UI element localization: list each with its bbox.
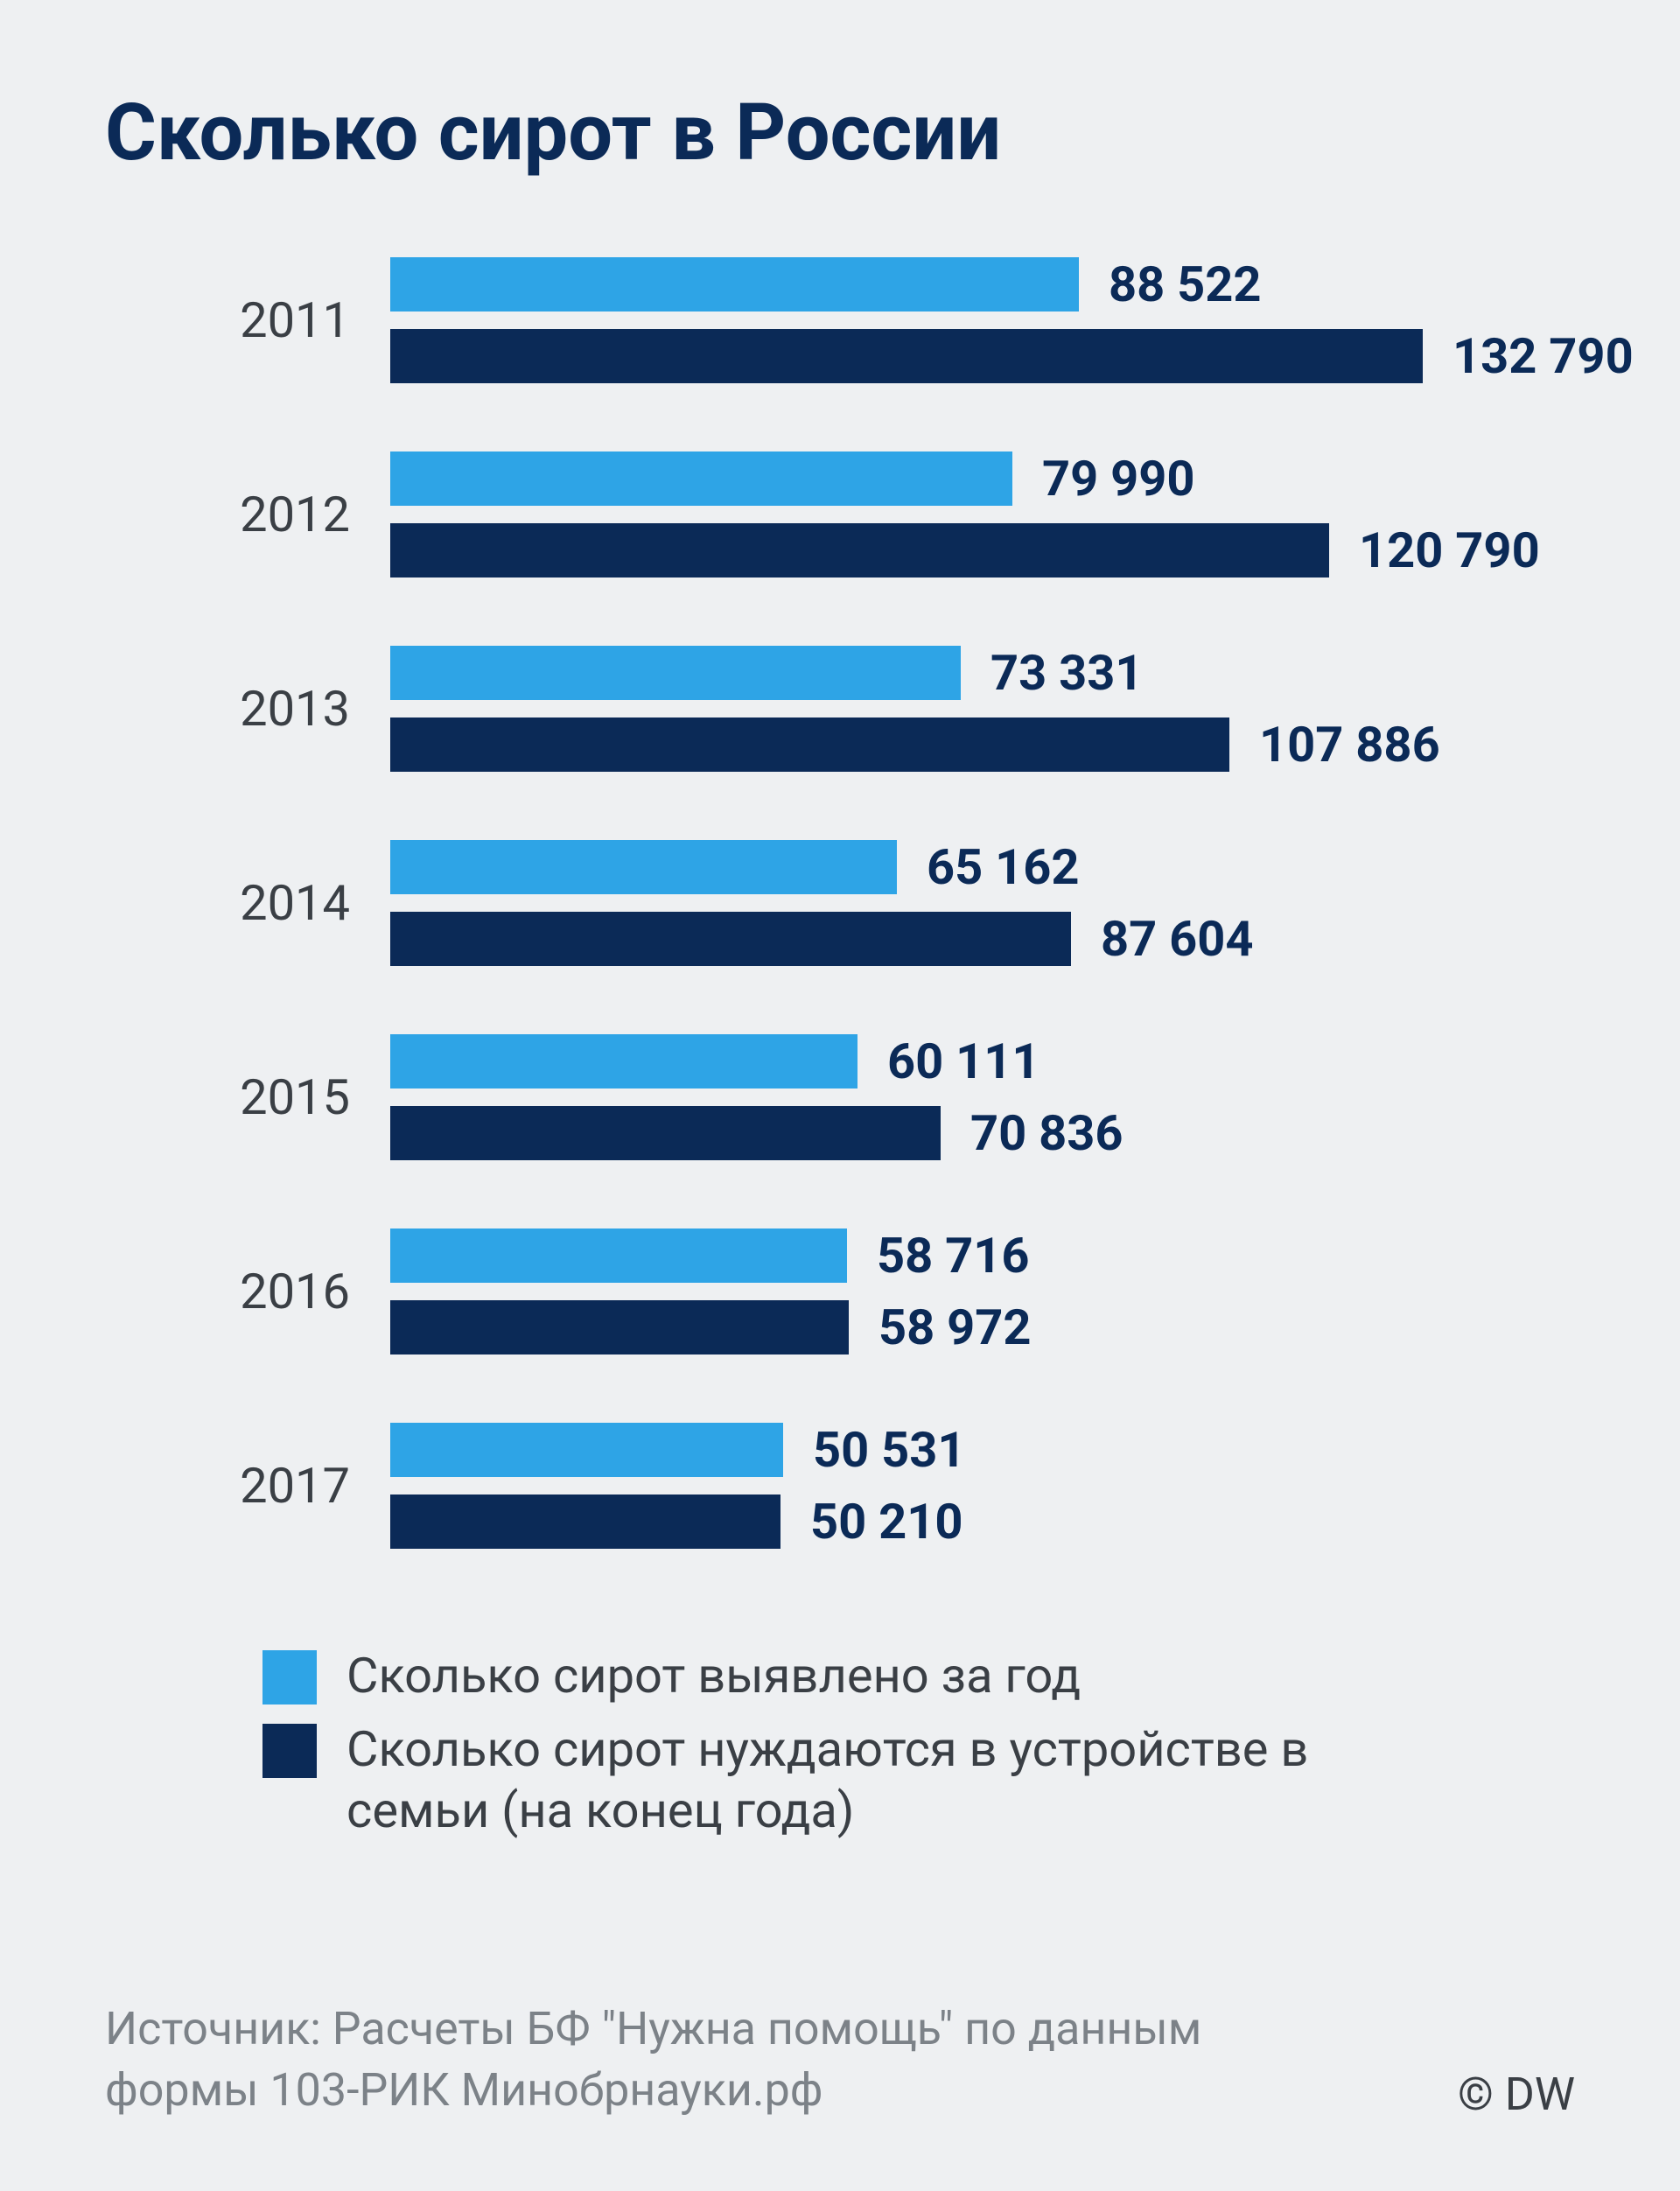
bar-row: 79 990	[390, 452, 1575, 506]
year-label: 2017	[192, 1457, 350, 1515]
legend-item: Сколько сирот выявлено за год	[262, 1645, 1575, 1706]
bar-row: 107 886	[390, 718, 1575, 772]
bar-value-label: 58 716	[877, 1227, 1030, 1284]
bar-value-label: 58 972	[878, 1298, 1032, 1356]
bars-container: 79 990 120 790	[390, 452, 1575, 578]
bar-value-label: 120 790	[1359, 522, 1540, 579]
year-group: 2012 79 990 120 790	[192, 452, 1575, 578]
bar-value-label: 70 836	[970, 1104, 1124, 1162]
year-label: 2011	[192, 291, 350, 349]
bar-row: 73 331	[390, 646, 1575, 700]
infographic-page: Сколько сирот в России 2011 88 522 132 790…	[0, 0, 1680, 2191]
bar-row: 50 210	[390, 1494, 1575, 1549]
year-label: 2013	[192, 680, 350, 738]
year-group: 201188 522132 790	[192, 257, 1575, 383]
legend: Сколько сирот выявлено за год Сколько сир…	[105, 1645, 1575, 1841]
year-group: 2013 73 331 107 886	[192, 646, 1575, 772]
bar-value-label: 73 331	[990, 644, 1144, 702]
year-group: 2016 58 716 58 972	[192, 1228, 1575, 1354]
bar-identified	[390, 257, 1079, 312]
bar-row: 50 531	[390, 1423, 1575, 1477]
bar-row: 65 162	[390, 840, 1575, 894]
bar-value-label: 87 604	[1101, 910, 1254, 968]
bars-container: 58 716 58 972	[390, 1228, 1575, 1354]
bar-identified	[390, 840, 897, 894]
bar-value-label: 107 886	[1259, 716, 1440, 774]
legend-label: Сколько сирот выявлено за год	[346, 1645, 1081, 1706]
bar-need_placement	[390, 1494, 780, 1549]
bar-need_placement	[390, 1106, 941, 1160]
source-text: Источник: Расчеты БФ "Нужна помощь" по д…	[105, 1998, 1312, 2121]
bar-chart: 201188 522132 790201279 990120 790201373…	[105, 257, 1575, 1549]
bar-identified	[390, 646, 961, 700]
year-label: 2015	[192, 1068, 350, 1126]
bars-container: 88 522 132 790	[390, 257, 1634, 383]
credit-text: © DW	[1458, 2068, 1575, 2121]
year-group: 2017 50 531 50 210	[192, 1423, 1575, 1549]
bar-row: 60 111	[390, 1034, 1575, 1088]
bar-need_placement	[390, 329, 1423, 383]
bar-value-label: 65 162	[927, 838, 1080, 896]
bar-value-label: 88 522	[1109, 256, 1262, 313]
footer: Источник: Расчеты БФ "Нужна помощь" по д…	[105, 1998, 1575, 2121]
bars-container: 73 331 107 886	[390, 646, 1575, 772]
bar-value-label: 132 790	[1452, 327, 1634, 385]
chart-title: Сколько сирот в России	[105, 88, 1575, 178]
bar-need_placement	[390, 718, 1229, 772]
year-group: 2015 60 111 70 836	[192, 1034, 1575, 1160]
bar-value-label: 60 111	[887, 1032, 1040, 1090]
bar-row: 58 716	[390, 1228, 1575, 1283]
year-label: 2016	[192, 1263, 350, 1320]
bar-row: 88 522	[390, 257, 1634, 312]
bar-identified	[390, 1034, 858, 1088]
bar-row: 87 604	[390, 912, 1575, 966]
bar-row: 58 972	[390, 1300, 1575, 1354]
year-label: 2014	[192, 874, 350, 932]
year-group: 2014 65 162 87 604	[192, 840, 1575, 966]
bar-identified	[390, 1423, 783, 1477]
bars-container: 65 162 87 604	[390, 840, 1575, 966]
bar-need_placement	[390, 523, 1329, 578]
bar-row: 70 836	[390, 1106, 1575, 1160]
bars-container: 60 111 70 836	[390, 1034, 1575, 1160]
bar-identified	[390, 452, 1012, 506]
bar-row: 120 790	[390, 523, 1575, 578]
legend-swatch	[262, 1724, 317, 1778]
legend-swatch	[262, 1650, 317, 1704]
bars-container: 50 531 50 210	[390, 1423, 1575, 1549]
legend-item: Сколько сирот нуждаются в устройстве в с…	[262, 1718, 1575, 1841]
bar-row: 132 790	[390, 329, 1634, 383]
legend-label: Сколько сирот нуждаются в устройстве в с…	[346, 1718, 1396, 1841]
bar-identified	[390, 1228, 847, 1283]
bar-need_placement	[390, 1300, 849, 1354]
bar-value-label: 50 531	[813, 1421, 966, 1479]
bar-value-label: 79 990	[1042, 450, 1195, 508]
year-label: 2012	[192, 486, 350, 543]
bar-value-label: 50 210	[810, 1493, 963, 1550]
bar-need_placement	[390, 912, 1071, 966]
